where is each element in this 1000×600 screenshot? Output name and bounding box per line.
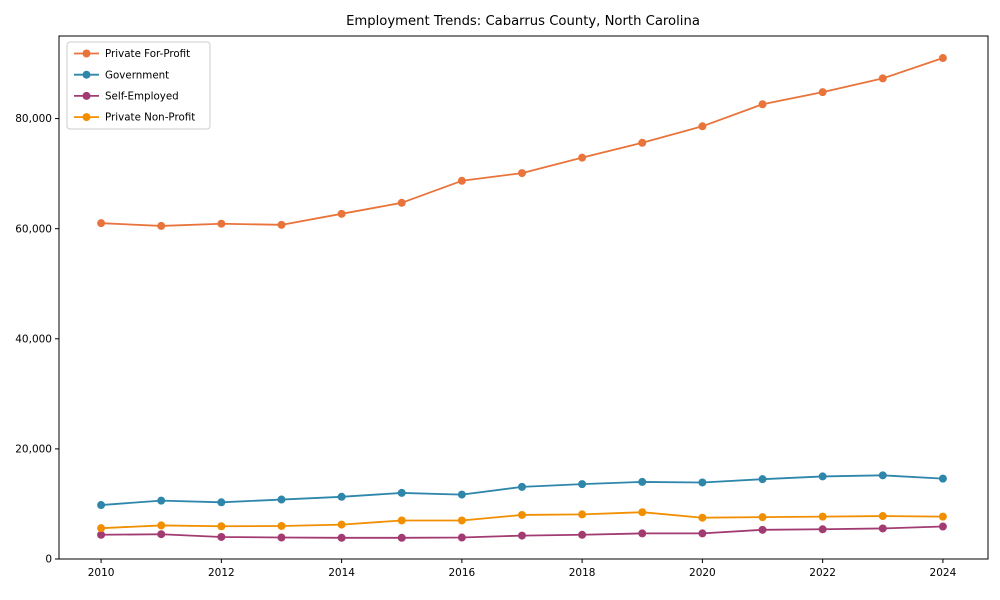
data-point bbox=[638, 477, 647, 486]
data-point bbox=[758, 513, 767, 522]
y-tick-label: 20,000 bbox=[15, 443, 52, 455]
data-point bbox=[337, 520, 346, 529]
data-point bbox=[638, 138, 647, 147]
data-point bbox=[217, 522, 226, 531]
data-point bbox=[938, 512, 947, 521]
y-tick-label: 80,000 bbox=[15, 113, 52, 125]
legend-item-label: Government bbox=[105, 69, 169, 81]
data-point bbox=[157, 530, 166, 539]
data-point bbox=[818, 525, 827, 534]
y-tick-label: 0 bbox=[45, 554, 52, 566]
data-point bbox=[397, 533, 406, 542]
data-point bbox=[337, 533, 346, 542]
data-point bbox=[337, 209, 346, 218]
data-point bbox=[938, 474, 947, 483]
data-point bbox=[758, 475, 767, 484]
data-point bbox=[818, 88, 827, 97]
data-point bbox=[97, 501, 106, 510]
data-point bbox=[277, 533, 286, 542]
data-point bbox=[638, 529, 647, 538]
series-line-private-for-profit bbox=[101, 57, 944, 227]
data-point bbox=[698, 122, 707, 131]
data-point bbox=[938, 54, 947, 63]
data-point bbox=[698, 529, 707, 538]
data-point bbox=[818, 512, 827, 521]
legend: Private For-Profit Government Self-Employe… bbox=[66, 41, 211, 130]
chart-title: Employment Trends: Cabarrus County, Nort… bbox=[346, 14, 700, 29]
x-tick-label: 2012 bbox=[208, 567, 235, 579]
data-point bbox=[337, 492, 346, 501]
legend-box bbox=[66, 41, 211, 130]
legend-sample-marker bbox=[82, 49, 91, 58]
data-point bbox=[938, 522, 947, 531]
data-point bbox=[277, 495, 286, 504]
data-point bbox=[878, 74, 887, 83]
data-point bbox=[517, 169, 526, 178]
legend-sample-marker bbox=[82, 113, 91, 122]
data-point bbox=[397, 516, 406, 525]
data-point bbox=[97, 530, 106, 539]
data-point bbox=[878, 524, 887, 533]
data-point bbox=[157, 521, 166, 530]
y-tick-label: 40,000 bbox=[15, 333, 52, 345]
data-point bbox=[217, 498, 226, 507]
legend-item-label: Private Non-Profit bbox=[105, 112, 195, 124]
data-point bbox=[97, 219, 106, 228]
data-point bbox=[578, 153, 587, 162]
x-tick-label: 2022 bbox=[809, 567, 836, 579]
legend-item: Self-Employed bbox=[74, 91, 179, 103]
plot-border bbox=[58, 35, 989, 560]
x-tick-label: 2014 bbox=[328, 567, 355, 579]
data-point bbox=[578, 510, 587, 519]
data-point bbox=[638, 508, 647, 517]
legend-sample-marker bbox=[82, 91, 91, 100]
legend-item: Private For-Profit bbox=[74, 48, 190, 60]
data-point bbox=[277, 521, 286, 530]
data-point bbox=[217, 219, 226, 228]
plot-area: 2010 2012 2014 2016 2018 2020 2022 2024 0 20,000 4… bbox=[15, 35, 989, 579]
x-tick-label: 2018 bbox=[569, 567, 596, 579]
x-tick-label: 2024 bbox=[930, 567, 957, 579]
data-point bbox=[698, 513, 707, 522]
data-point bbox=[578, 530, 587, 539]
data-point bbox=[157, 221, 166, 230]
data-point bbox=[698, 478, 707, 487]
data-point bbox=[878, 512, 887, 521]
data-point bbox=[457, 176, 466, 185]
x-tick-label: 2010 bbox=[88, 567, 115, 579]
data-point bbox=[758, 525, 767, 534]
data-point bbox=[277, 220, 286, 229]
series-layer bbox=[97, 54, 947, 542]
data-point bbox=[818, 472, 827, 481]
data-point bbox=[457, 490, 466, 499]
data-point bbox=[578, 480, 587, 489]
legend-sample-marker bbox=[82, 70, 91, 79]
x-tick-label: 2020 bbox=[689, 567, 716, 579]
data-point bbox=[217, 532, 226, 541]
data-point bbox=[517, 482, 526, 491]
data-point bbox=[517, 531, 526, 540]
data-point bbox=[97, 524, 106, 533]
data-point bbox=[397, 198, 406, 207]
data-point bbox=[397, 488, 406, 497]
x-tick-label: 2016 bbox=[449, 567, 476, 579]
data-point bbox=[878, 471, 887, 480]
legend-item: Government bbox=[74, 69, 169, 81]
data-point bbox=[157, 496, 166, 505]
data-point bbox=[457, 533, 466, 542]
data-point bbox=[758, 100, 767, 109]
y-tick-label: 60,000 bbox=[15, 223, 52, 235]
data-point bbox=[517, 510, 526, 519]
legend-item: Private Non-Profit bbox=[74, 112, 195, 124]
legend-item-label: Private For-Profit bbox=[105, 48, 190, 60]
data-point bbox=[457, 516, 466, 525]
legend-item-label: Self-Employed bbox=[105, 91, 179, 103]
